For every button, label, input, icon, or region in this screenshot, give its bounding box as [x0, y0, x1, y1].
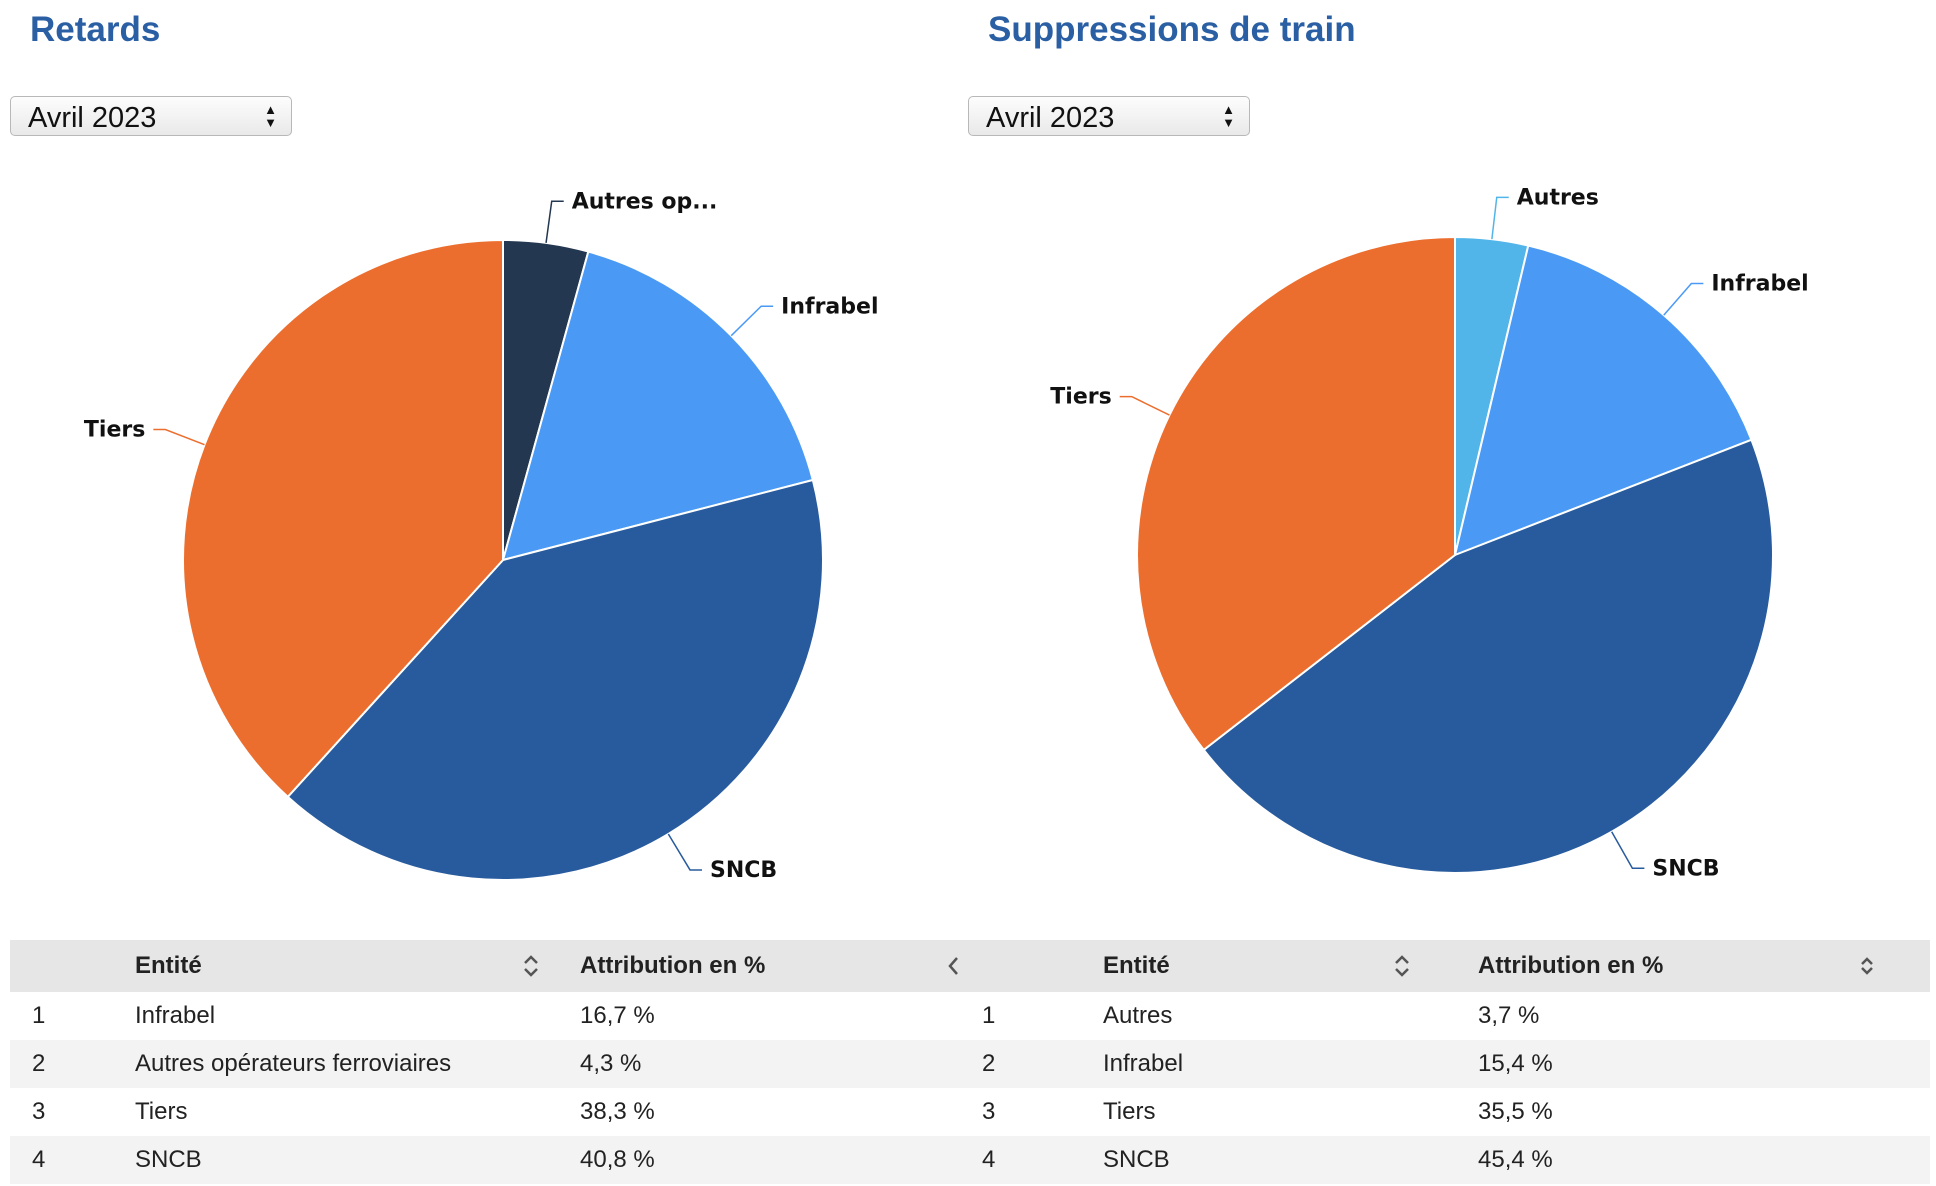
slice-connector — [1491, 196, 1509, 240]
slice-connector — [1663, 282, 1704, 316]
slice-label: Infrabel — [1711, 271, 1808, 296]
month-select[interactable]: Avril 2023 ▲ ▼ — [10, 96, 292, 136]
row-index: 2 — [960, 1040, 1103, 1088]
table-header-row: Entité Attribution en % — [10, 940, 970, 992]
row-index: 1 — [32, 1002, 46, 1029]
row-attribution: 35,5 % — [1478, 1098, 1553, 1125]
row-attribution: 45,4 % — [1478, 1136, 1930, 1184]
row-index: 4 — [10, 1136, 135, 1184]
column-header-entity[interactable]: Entité — [135, 940, 580, 992]
pie-slice[interactable] — [182, 238, 504, 799]
slice-label: Tiers — [84, 418, 145, 443]
row-attribution: 38,3 % — [580, 1098, 655, 1125]
column-header-label: Entité — [1103, 952, 1170, 979]
updown-arrows-icon: ▲ ▼ — [264, 102, 277, 130]
row-index: 3 — [32, 1098, 46, 1125]
pie-slice[interactable] — [501, 250, 815, 562]
slice-label: SNCB — [1652, 856, 1719, 881]
table-row: 3 Tiers 38,3 % — [10, 1088, 970, 1136]
row-entity: Autres — [1103, 1002, 1173, 1029]
column-header-index — [960, 940, 1103, 992]
table-row: 4 SNCB 45,4 % — [960, 1136, 1930, 1184]
sort-both-icon[interactable] — [522, 953, 540, 979]
retards-panel: Retards Avril 2023 ▲ ▼ Autres op... Infrab… — [0, 0, 970, 1186]
row-entity: Infrabel — [1103, 1040, 1478, 1088]
updown-arrows-icon: ▲ ▼ — [1222, 102, 1235, 130]
row-attribution: 4,3 % — [580, 1040, 970, 1088]
row-attribution: 3,7 % — [1478, 1002, 1540, 1029]
column-header-label: Entité — [135, 952, 202, 979]
row-attribution: 16,7 % — [580, 1002, 655, 1029]
data-table: Entité Attribution en % 1 Autres 3,7 % — [960, 940, 1930, 1184]
slice-connector — [545, 200, 564, 244]
column-header-label: Attribution en % — [580, 952, 766, 979]
row-entity: SNCB — [1103, 1136, 1478, 1184]
pie-slice[interactable] — [1453, 244, 1753, 557]
select-value: Avril 2023 — [28, 102, 157, 134]
month-select[interactable]: Avril 2023 ▲ ▼ — [968, 96, 1250, 136]
select-value: Avril 2023 — [986, 102, 1115, 134]
slice-connector — [153, 428, 205, 446]
pie-slice[interactable] — [1202, 438, 1774, 874]
table-row: 1 Autres 3,7 % — [960, 992, 1930, 1040]
slice-label: Autres — [1517, 185, 1599, 210]
table-row: 4 SNCB 40,8 % — [10, 1136, 970, 1184]
column-header-entity[interactable]: Entité — [1103, 940, 1478, 992]
slice-connector — [1119, 395, 1170, 416]
slice-connector — [667, 833, 703, 871]
column-header-attribution[interactable]: Attribution en % — [1478, 940, 1930, 992]
pie-chart-suppressions: Autres Infrabel SNCB Tiers — [1050, 185, 1808, 881]
slice-label: Autres op... — [572, 189, 718, 214]
column-header-attribution[interactable]: Attribution en % — [580, 940, 970, 992]
column-header-label: Attribution en % — [1478, 952, 1664, 979]
suppressions-panel: Suppressions de train Avril 2023 ▲ ▼ Autr… — [960, 0, 1930, 1186]
row-entity: Tiers — [1103, 1098, 1156, 1125]
column-header-index — [10, 940, 135, 992]
row-attribution: 15,4 % — [1478, 1040, 1930, 1088]
sort-both-icon[interactable] — [1858, 953, 1876, 979]
slice-connector — [730, 305, 774, 337]
row-entity: Infrabel — [135, 1002, 216, 1029]
pie-slice[interactable] — [286, 478, 824, 881]
slice-label: Infrabel — [781, 294, 878, 319]
panel-title: Retards — [30, 10, 161, 49]
sort-left-icon[interactable] — [945, 953, 963, 979]
row-index: 3 — [982, 1098, 996, 1125]
row-attribution: 40,8 % — [580, 1136, 970, 1184]
slice-label: SNCB — [710, 858, 777, 883]
panel-title: Suppressions de train — [988, 10, 1356, 49]
pie-chart-retards: Autres op... Infrabel SNCB Tiers — [84, 189, 879, 883]
row-index: 2 — [10, 1040, 135, 1088]
table-row: 2 Autres opérateurs ferroviaires 4,3 % — [10, 1040, 970, 1088]
row-index: 4 — [960, 1136, 1103, 1184]
table-header-row: Entité Attribution en % — [960, 940, 1930, 992]
data-table: Entité Attribution en % 1 Infrabel 16,7 … — [10, 940, 970, 1184]
table-row: 3 Tiers 35,5 % — [960, 1088, 1930, 1136]
table-row: 2 Infrabel 15,4 % — [960, 1040, 1930, 1088]
slice-connector — [1611, 831, 1645, 870]
sort-both-icon[interactable] — [1393, 953, 1411, 979]
row-entity: Tiers — [135, 1098, 188, 1125]
row-entity: Autres opérateurs ferroviaires — [135, 1040, 580, 1088]
slice-label: Tiers — [1050, 385, 1111, 410]
row-index: 1 — [982, 1002, 996, 1029]
row-entity: SNCB — [135, 1136, 580, 1184]
table-row: 1 Infrabel 16,7 % — [10, 992, 970, 1040]
